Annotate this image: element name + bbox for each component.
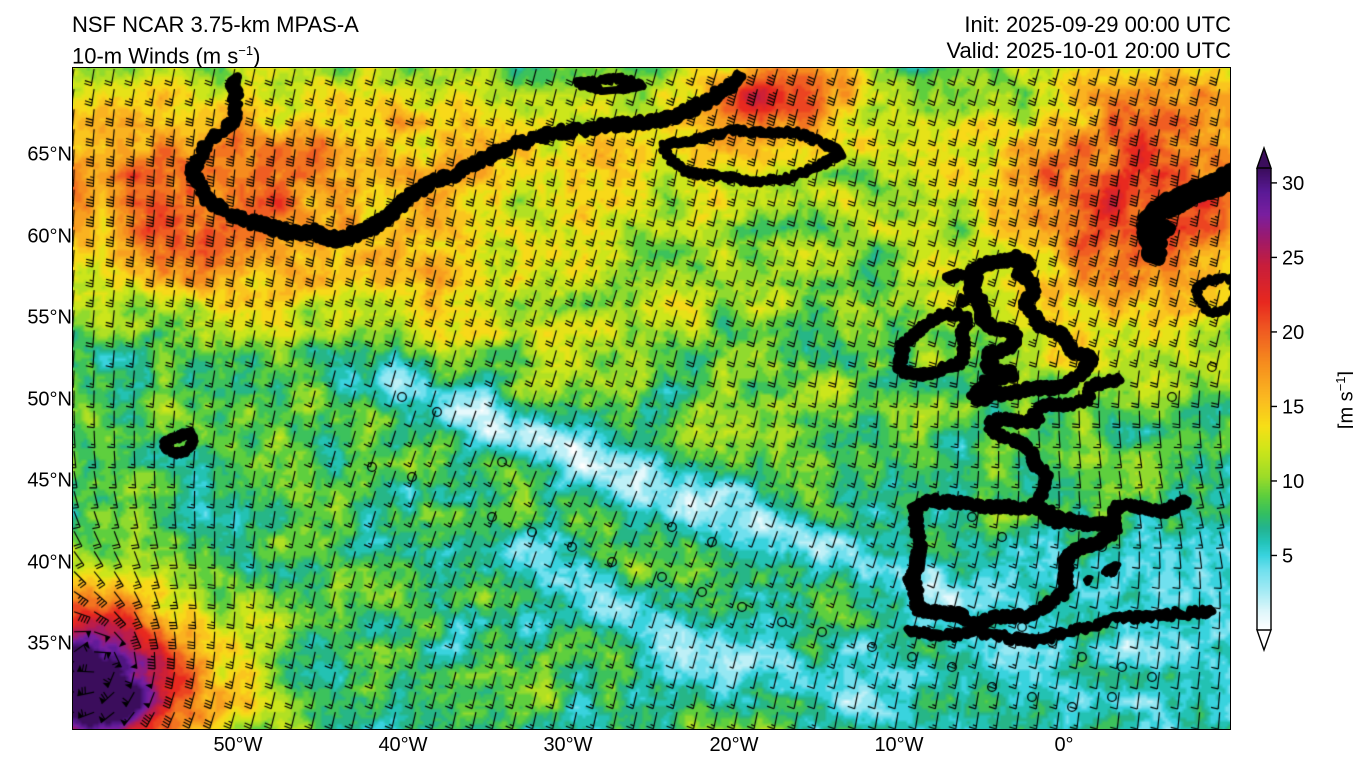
svg-text:30: 30 xyxy=(1282,173,1304,195)
svg-text:15: 15 xyxy=(1282,396,1304,418)
svg-text:25: 25 xyxy=(1282,247,1304,269)
svg-text:5: 5 xyxy=(1282,545,1293,567)
svg-text:10: 10 xyxy=(1282,471,1304,493)
svg-text:20: 20 xyxy=(1282,322,1304,344)
